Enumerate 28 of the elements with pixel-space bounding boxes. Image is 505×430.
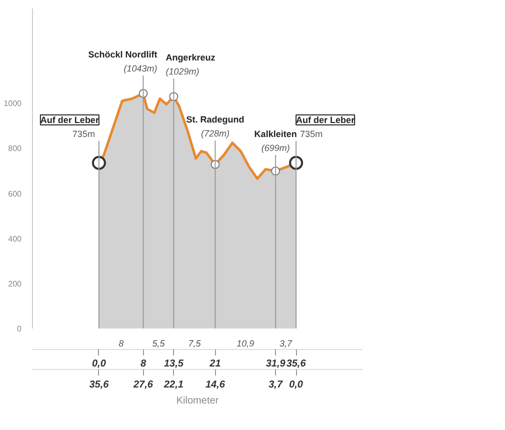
x2-tick-label: 0,0 (289, 380, 304, 390)
y-tick-label: 0 (17, 324, 22, 334)
x2-tick-label: 22,1 (162, 380, 184, 390)
x-tick-label: 8 (140, 358, 146, 370)
x-tick-label: 31,9 (266, 358, 286, 370)
y-tick-label: 200 (8, 279, 22, 288)
x2-tick-label: 14,6 (205, 380, 226, 390)
x-tick-label: 13,5 (164, 358, 184, 370)
y-tick-label: 400 (8, 234, 22, 244)
annotation: Angerkreuz (1029m) (166, 52, 216, 77)
annotation: St. Radegund (728m) (186, 114, 244, 138)
text: 3,7 (280, 338, 294, 348)
text: 10,9 (236, 338, 254, 348)
x-tick-label: 21 (208, 358, 222, 370)
x2-tick-label: 3,7 (268, 380, 283, 390)
x2-tick-label: 27,6 (132, 380, 154, 390)
text: 5,5 (152, 338, 166, 348)
text: 7,5 (188, 338, 202, 348)
text: 8 (118, 338, 124, 348)
y-tick-label: 1000 (4, 99, 22, 108)
y-tick-label: 600 (8, 189, 22, 198)
x-tick-label: 35,6 (286, 358, 306, 370)
y-tick-label: 800 (8, 144, 22, 154)
x-tick-label: 0,0 (92, 358, 106, 370)
x2-tick-label: 35,6 (89, 380, 110, 390)
x-axis-title: Kilometer (176, 396, 220, 406)
annotation: Schöckl Nordlift (1043m) (88, 49, 158, 74)
annotation: Kalkleiten (699m) (254, 128, 297, 153)
